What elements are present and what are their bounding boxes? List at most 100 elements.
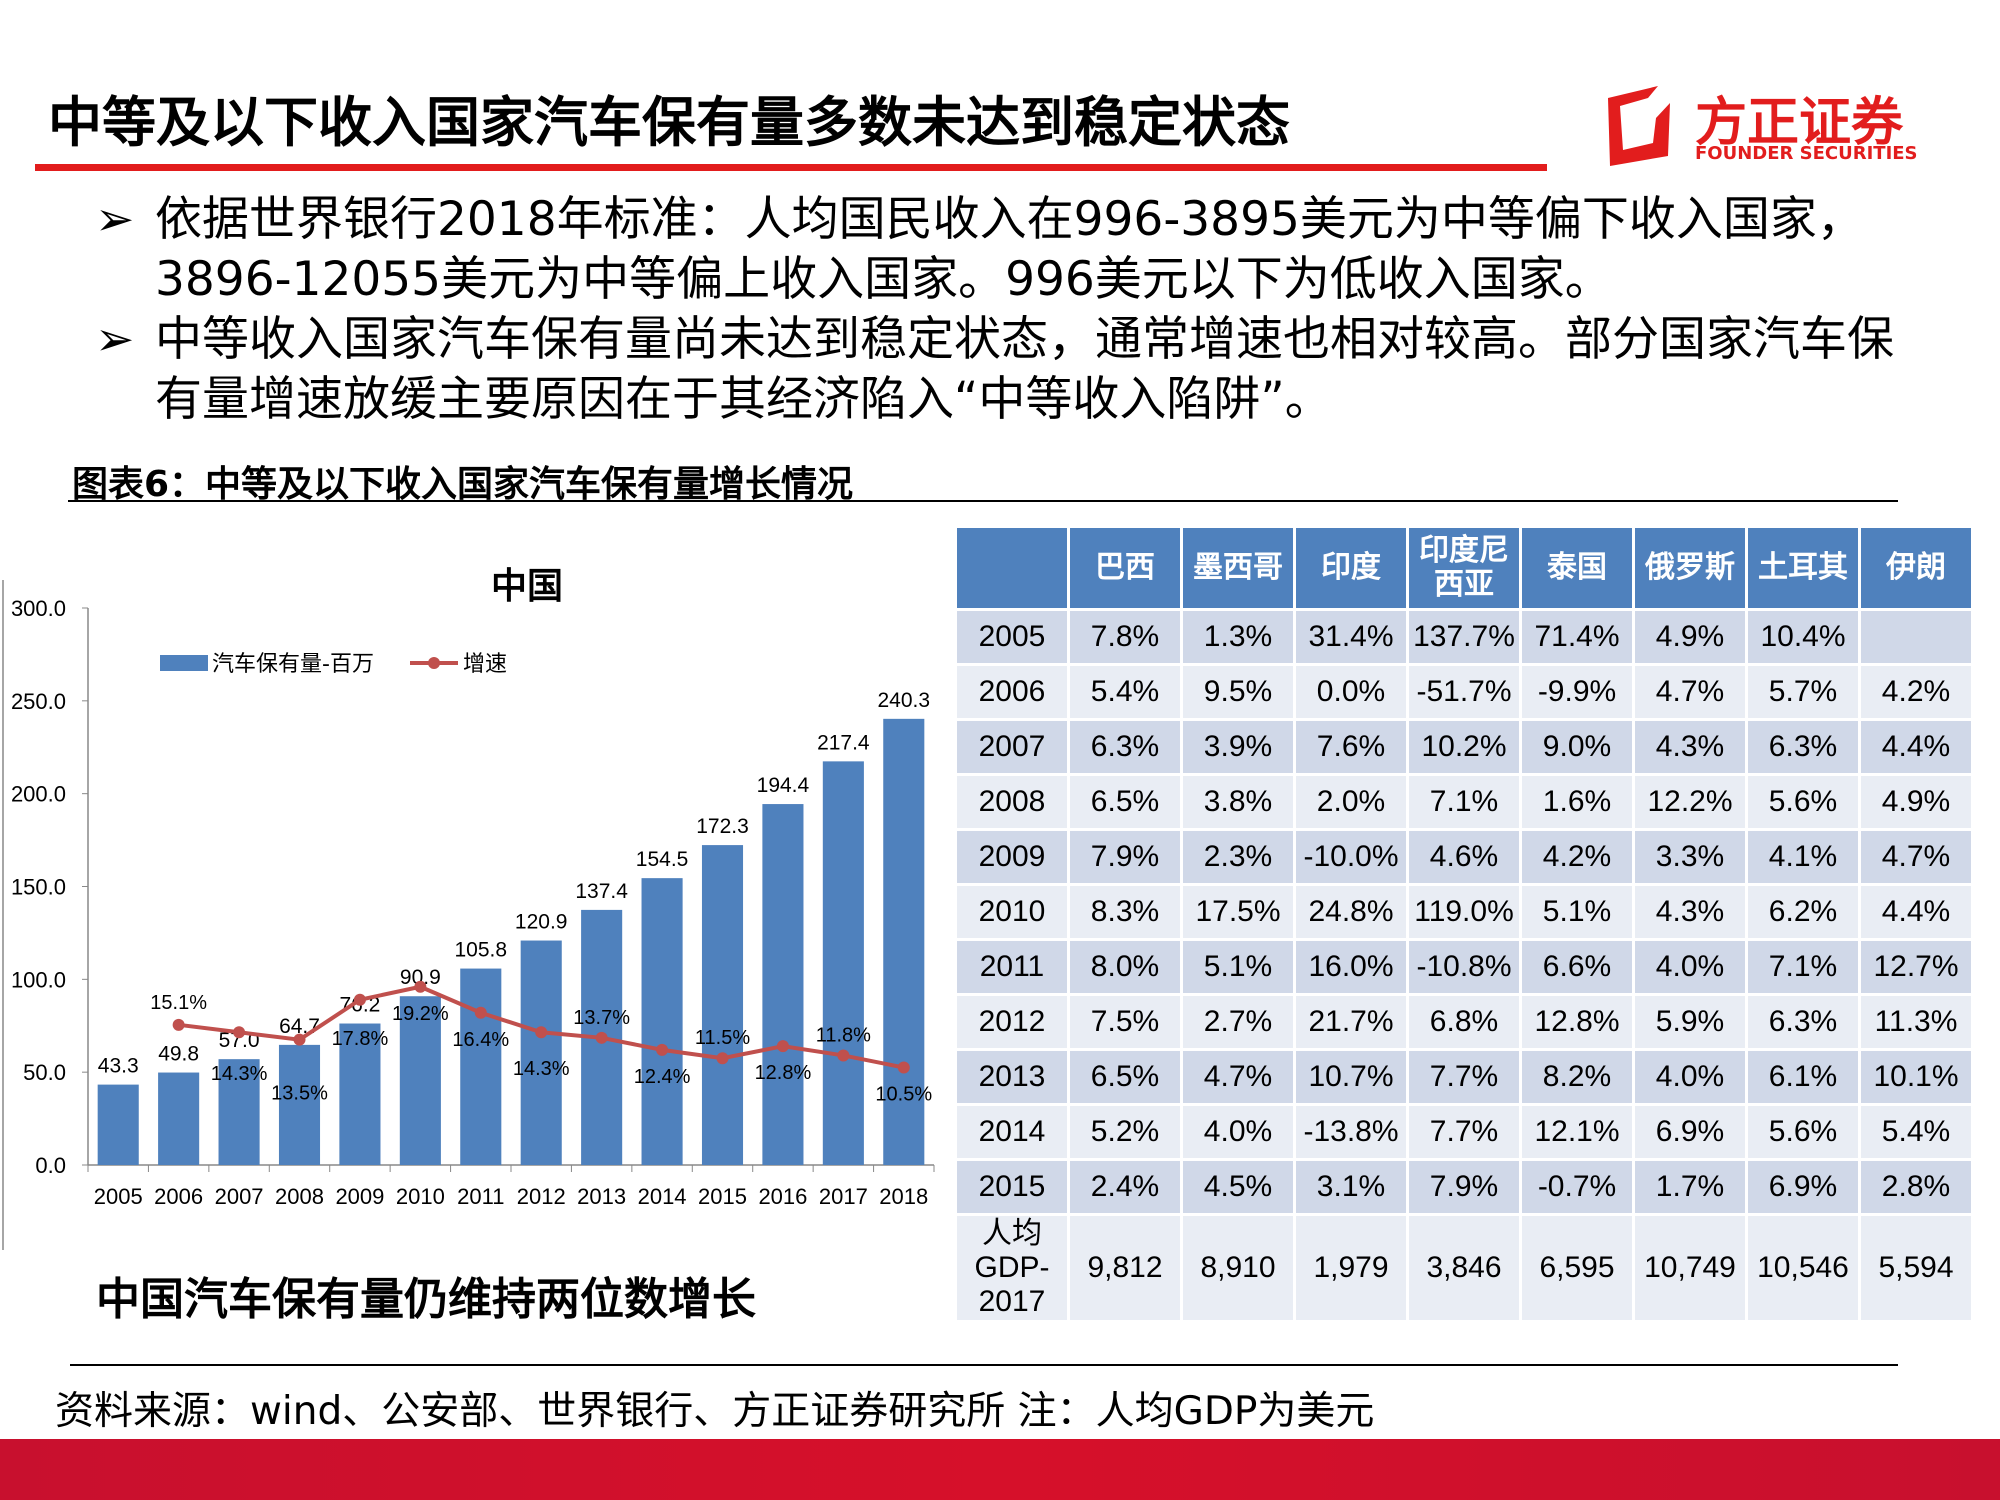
table-cell: 5.7% bbox=[1748, 666, 1858, 718]
table-cell: 4.5% bbox=[1183, 1161, 1293, 1213]
table-cell: 4.4% bbox=[1861, 721, 1971, 773]
column-header: 俄罗斯 bbox=[1635, 528, 1745, 608]
bar-label: 217.4 bbox=[817, 731, 870, 754]
column-header: 伊朗 bbox=[1861, 528, 1971, 608]
table-cell: 137.7% bbox=[1409, 611, 1519, 663]
bar-2015 bbox=[701, 845, 744, 1165]
bar-label: 154.5 bbox=[636, 848, 689, 871]
table-cell: 0.0% bbox=[1296, 666, 1406, 718]
table-cell: 4.7% bbox=[1861, 831, 1971, 883]
table-cell: 6.3% bbox=[1070, 721, 1180, 773]
bullet-text: 中等收入国家汽车保有量尚未达到稳定状态，通常增速也相对较高。部分国家汽车保有量增… bbox=[155, 312, 1894, 427]
logo-subtext: FOUNDER SECURITIES bbox=[1695, 143, 1918, 164]
table-cell bbox=[1861, 611, 1971, 663]
table-cell: 3.1% bbox=[1296, 1161, 1406, 1213]
table-cell: 4.0% bbox=[1183, 1106, 1293, 1158]
growth-label: 14.3% bbox=[513, 1058, 570, 1080]
table-cell: -13.8% bbox=[1296, 1106, 1406, 1158]
title-underline bbox=[35, 164, 1547, 171]
bar-label: 90.9 bbox=[400, 966, 441, 989]
growth-label: 17.8% bbox=[332, 1028, 389, 1050]
column-header bbox=[957, 528, 1067, 608]
table-cell: 5.1% bbox=[1522, 886, 1632, 938]
table-cell: 7.9% bbox=[1409, 1161, 1519, 1213]
table-cell: 7.8% bbox=[1070, 611, 1180, 663]
growth-label: 11.8% bbox=[816, 1024, 871, 1046]
bar-2018 bbox=[883, 718, 925, 1165]
bar-2014 bbox=[641, 878, 683, 1165]
table-cell: 8.3% bbox=[1070, 886, 1180, 938]
table-cell: 1,979 bbox=[1296, 1216, 1406, 1320]
table-cell: 16.0% bbox=[1296, 941, 1406, 993]
table-cell: 10.4% bbox=[1748, 611, 1858, 663]
x-tick-label: 2006 bbox=[154, 1184, 203, 1209]
table-cell: 4.2% bbox=[1522, 831, 1632, 883]
chart-subtitle: 中国汽车保有量仍维持两位数增长 bbox=[96, 1274, 756, 1325]
bar-2005 bbox=[97, 1084, 139, 1165]
bar-2010 bbox=[399, 996, 441, 1165]
column-header: 印度 bbox=[1296, 528, 1406, 608]
table-row: 2007 6.3% 3.9% 7.6% 10.2% 9.0% 4.3% 6.3% 4.4% bbox=[957, 721, 1971, 773]
table-cell: 4.0% bbox=[1635, 941, 1745, 993]
legend-line-label: 增速 bbox=[463, 652, 507, 677]
arrowhead-right-icon: ➢ bbox=[95, 312, 135, 367]
growth-label: 12.8% bbox=[755, 1062, 812, 1084]
table-cell: 8.0% bbox=[1070, 941, 1180, 993]
table-cell: 2.0% bbox=[1296, 776, 1406, 828]
table-cell: 10.2% bbox=[1409, 721, 1519, 773]
table-cell: 3.9% bbox=[1183, 721, 1293, 773]
table-cell: 1.7% bbox=[1635, 1161, 1745, 1213]
y-tick-label: 200.0 bbox=[11, 782, 66, 807]
y-tick-label: 150.0 bbox=[11, 875, 66, 900]
table-cell: 9.0% bbox=[1522, 721, 1632, 773]
table-row: 2012 7.5% 2.7% 21.7% 6.8% 12.8% 5.9% 6.3% 11.3% bbox=[957, 996, 1971, 1048]
table-cell: 2.8% bbox=[1861, 1161, 1971, 1213]
bar-label: 43.3 bbox=[98, 1055, 139, 1078]
table-cell: 7.6% bbox=[1296, 721, 1406, 773]
table-row: 2008 6.5% 3.8% 2.0% 7.1% 1.6% 12.2% 5.6% 4.9% bbox=[957, 776, 1971, 828]
table-cell: 1.3% bbox=[1183, 611, 1293, 663]
bar-2009 bbox=[339, 1023, 381, 1165]
x-tick-label: 2005 bbox=[94, 1184, 143, 1209]
growth-point-2009 bbox=[353, 993, 366, 1006]
table-cell: 10,546 bbox=[1748, 1216, 1858, 1320]
x-tick-label: 2015 bbox=[698, 1184, 747, 1209]
table-cell: 6.3% bbox=[1748, 721, 1858, 773]
bar-label: 120.9 bbox=[515, 911, 568, 934]
table-cell: 4.1% bbox=[1748, 831, 1858, 883]
table-cell: 6.8% bbox=[1409, 996, 1519, 1048]
table-cell: 4.3% bbox=[1635, 721, 1745, 773]
table-cell: -10.0% bbox=[1296, 831, 1406, 883]
legend-bar-label: 汽车保有量-百万 bbox=[212, 652, 374, 677]
table-cell: 2008 bbox=[957, 776, 1067, 828]
table-cell: -9.9% bbox=[1522, 666, 1632, 718]
growth-label: 13.7% bbox=[573, 1007, 630, 1029]
page-title: 中等及以下收入国家汽车保有量多数未达到稳定状态 bbox=[48, 91, 1290, 154]
table-cell: 3,846 bbox=[1409, 1216, 1519, 1320]
table-cell: 12.7% bbox=[1861, 941, 1971, 993]
x-tick-label: 2007 bbox=[215, 1184, 264, 1209]
table-cell: 12.2% bbox=[1635, 776, 1745, 828]
chart-title: 中国 bbox=[491, 566, 563, 607]
table-row: 2005 7.8% 1.3% 31.4% 137.7% 71.4% 4.9% 10.4% bbox=[957, 611, 1971, 663]
table-cell: 6,595 bbox=[1522, 1216, 1632, 1320]
table-cell: 119.0% bbox=[1409, 886, 1519, 938]
y-tick-label: 300.0 bbox=[11, 596, 66, 621]
table-cell: -51.7% bbox=[1409, 666, 1519, 718]
legend-line-marker bbox=[428, 657, 440, 669]
founder-logo-icon bbox=[1608, 86, 1670, 166]
table-cell: 2012 bbox=[957, 996, 1067, 1048]
table-cell: 6.5% bbox=[1070, 1051, 1180, 1103]
table-cell: 2006 bbox=[957, 666, 1067, 718]
bar-label: 172.3 bbox=[696, 815, 749, 838]
table-row: 2010 8.3% 17.5% 24.8% 119.0% 5.1% 4.3% 6.2% 4.4% bbox=[957, 886, 1971, 938]
table-cell: 7.1% bbox=[1748, 941, 1858, 993]
growth-label: 10.5% bbox=[875, 1084, 932, 1106]
bar-2012 bbox=[520, 940, 562, 1165]
bullet-1: ➢ 依据世界银行2018年标准：人均国民收入在996-3895美元为中等偏下收入… bbox=[95, 190, 1895, 310]
table-cell: 6.3% bbox=[1748, 996, 1858, 1048]
table-cell: 24.8% bbox=[1296, 886, 1406, 938]
table-cell: 21.7% bbox=[1296, 996, 1406, 1048]
growth-point-2010 bbox=[414, 980, 427, 993]
table-cell: 2010 bbox=[957, 886, 1067, 938]
